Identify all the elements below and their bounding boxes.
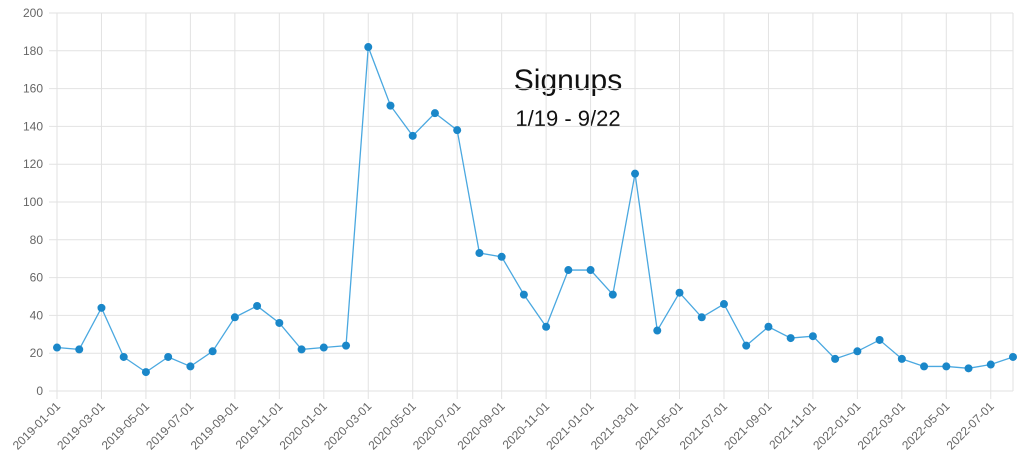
- point: [942, 362, 951, 371]
- point: [275, 318, 284, 327]
- y-tick-label: 20: [30, 346, 44, 360]
- point: [631, 169, 640, 178]
- point: [831, 354, 840, 363]
- point: [97, 303, 106, 312]
- point: [186, 362, 195, 371]
- y-tick-label: 40: [30, 308, 44, 322]
- point: [230, 313, 239, 322]
- y-tick-label: 120: [23, 157, 43, 171]
- point: [253, 301, 262, 310]
- point: [986, 360, 995, 369]
- point: [920, 362, 929, 371]
- x-tick-label: 2019-09-01: [188, 399, 242, 453]
- x-tick-label: 2022-07-01: [944, 399, 998, 453]
- y-tick-label: 0: [36, 384, 43, 398]
- point: [542, 322, 551, 331]
- point: [497, 252, 506, 261]
- point: [786, 334, 795, 343]
- y-tick-label: 200: [23, 6, 43, 20]
- y-tick-label: 100: [23, 195, 43, 209]
- point: [653, 326, 662, 335]
- y-tick-label: 80: [30, 233, 44, 247]
- point: [342, 341, 351, 350]
- point: [53, 343, 61, 352]
- y-tick-label: 140: [23, 119, 43, 133]
- x-tick-label: 2020-09-01: [454, 399, 508, 453]
- point: [319, 343, 328, 352]
- point: [386, 101, 395, 110]
- point: [608, 290, 617, 299]
- point: [764, 322, 773, 331]
- point: [430, 109, 439, 118]
- point: [75, 345, 84, 354]
- point: [564, 266, 573, 275]
- x-tick-label: 2021-09-01: [721, 399, 775, 453]
- point: [297, 345, 306, 354]
- point: [586, 266, 595, 275]
- point: [364, 43, 373, 52]
- point: [719, 300, 728, 309]
- point: [808, 332, 817, 341]
- point: [475, 249, 484, 258]
- point: [964, 364, 973, 373]
- point: [1009, 352, 1017, 361]
- point: [742, 341, 751, 350]
- point: [853, 347, 862, 356]
- point: [675, 288, 684, 297]
- y-tick-label: 160: [23, 82, 43, 96]
- point: [453, 126, 462, 135]
- point: [697, 313, 706, 322]
- point: [208, 347, 217, 356]
- chart-title: Signups: [514, 64, 622, 97]
- point: [119, 352, 128, 361]
- y-tick-label: 180: [23, 44, 43, 58]
- point: [897, 354, 906, 363]
- point: [164, 352, 173, 361]
- point: [519, 290, 528, 299]
- point: [875, 335, 884, 344]
- y-tick-label: 60: [30, 271, 44, 285]
- chart-subtitle: 1/19 - 9/22: [515, 106, 620, 131]
- point: [141, 368, 150, 377]
- point: [408, 131, 417, 140]
